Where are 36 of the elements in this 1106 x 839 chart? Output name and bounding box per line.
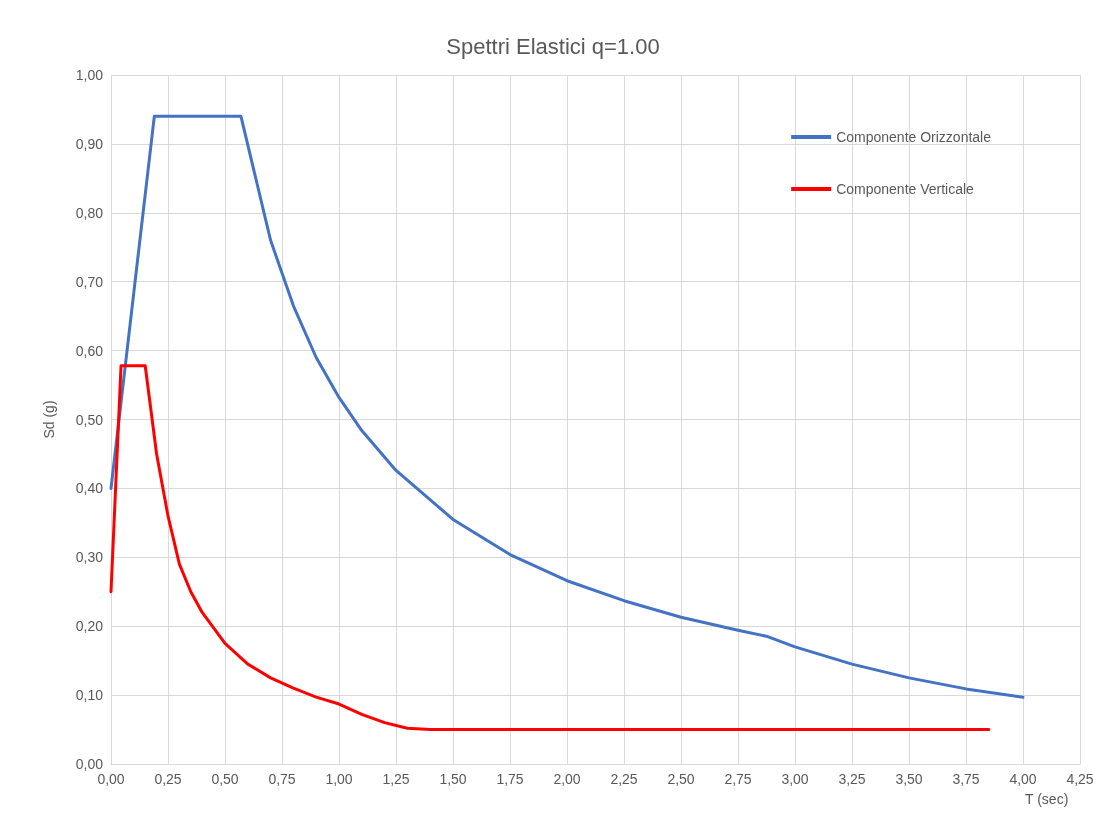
x-tick-label: 1,00 xyxy=(325,771,353,787)
y-tick-label: 0,70 xyxy=(75,273,104,290)
x-tick-label: 0,75 xyxy=(268,771,296,787)
x-tick-label: 2,75 xyxy=(724,771,752,787)
y-tick-label: 0,10 xyxy=(75,687,104,704)
y-tick-label: 0,20 xyxy=(75,618,104,635)
x-tick-label: 0,25 xyxy=(154,771,182,787)
y-tick-label: 0,30 xyxy=(75,549,104,566)
x-tick-label: 1,75 xyxy=(496,771,524,787)
line-series xyxy=(109,114,1025,699)
line-series xyxy=(109,364,991,732)
y-tick-label: 0,80 xyxy=(75,204,104,221)
x-axis-title: T (sec) xyxy=(1025,791,1069,807)
x-tick-label: 4,00 xyxy=(1009,771,1037,787)
y-tick-label: 0,90 xyxy=(75,135,104,152)
chart-title: Spettri Elastici q=1.00 xyxy=(446,33,660,59)
x-tick-label: 0,50 xyxy=(211,771,239,787)
y-tick-label: 1,00 xyxy=(75,67,104,83)
x-tick-label: 4,25 xyxy=(1066,771,1094,787)
x-tick-label: 1,50 xyxy=(439,771,467,787)
x-tick-label: 3,25 xyxy=(838,771,866,787)
x-tick-label: 1,25 xyxy=(382,771,410,787)
x-tick-label: 2,25 xyxy=(610,771,638,787)
x-tick-label: 3,75 xyxy=(952,771,980,787)
y-tick-label: 0,60 xyxy=(75,342,104,359)
legend-label: Componente Orizzontale xyxy=(836,129,992,145)
y-tick-label: 0,00 xyxy=(75,756,104,772)
x-tick-label: 0,00 xyxy=(97,771,125,787)
x-tick-label: 3,00 xyxy=(781,771,809,787)
x-tick-label: 3,50 xyxy=(895,771,923,787)
y-tick-label: 0,50 xyxy=(75,411,104,428)
x-tick-label: 2,50 xyxy=(667,771,695,787)
y-axis-title: Sd (g) xyxy=(41,400,57,439)
x-tick-label: 2,00 xyxy=(553,771,581,787)
legend-label: Componente Verticale xyxy=(836,181,975,197)
y-tick-label: 0,40 xyxy=(75,480,104,497)
